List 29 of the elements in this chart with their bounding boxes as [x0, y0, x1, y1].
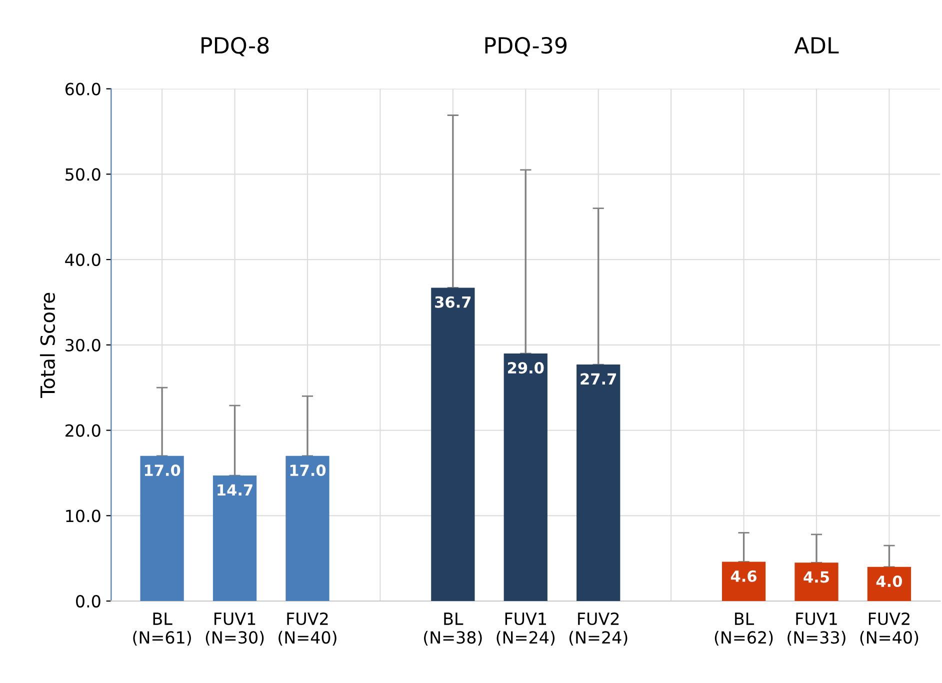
y-tick-label: 50.0 [66, 168, 100, 181]
data-label: 4.6 [730, 570, 756, 582]
data-label: 14.7 [218, 484, 252, 496]
data-label: 17.0 [290, 464, 326, 476]
data-label: 17.0 [144, 464, 180, 476]
data-label: 4.5 [804, 571, 829, 583]
y-tick-label: 0.0 [76, 595, 100, 608]
x-tick-label: FUV2 (N=24) [569, 612, 628, 646]
y-tick-label: 10.0 [66, 510, 100, 522]
text: PDQ-8 [202, 36, 269, 56]
y-tick-label: 40.0 [65, 254, 100, 266]
x-tick-label: FUV2 (N=40) [278, 612, 336, 646]
data-label: 36.7 [435, 296, 471, 308]
x-tick-label: FUV2 (N=40) [860, 612, 918, 646]
x-tick-label: BL (N=61) [133, 612, 191, 646]
y-tick-label: 20.0 [66, 424, 100, 437]
x-tick-label: FUV1 (N=33) [788, 612, 846, 646]
y-axis-title: Total Score [40, 292, 55, 398]
data-label: 29.0 [508, 362, 544, 374]
x-tick-label: FUV1 (N=30) [206, 612, 264, 646]
text: PDQ-39 [485, 36, 567, 56]
y-tick-label: 60.0 [65, 82, 100, 96]
x-tick-label: FUV1 (N=24) [496, 612, 555, 646]
text: ADL [794, 37, 839, 54]
x-tick-label: BL (N=62) [714, 612, 773, 646]
x-tick-label: BL (N=38) [424, 612, 482, 646]
data-label: 4.0 [876, 575, 902, 588]
y-tick-label: 30.0 [66, 338, 100, 352]
data-label: 27.7 [580, 373, 616, 384]
